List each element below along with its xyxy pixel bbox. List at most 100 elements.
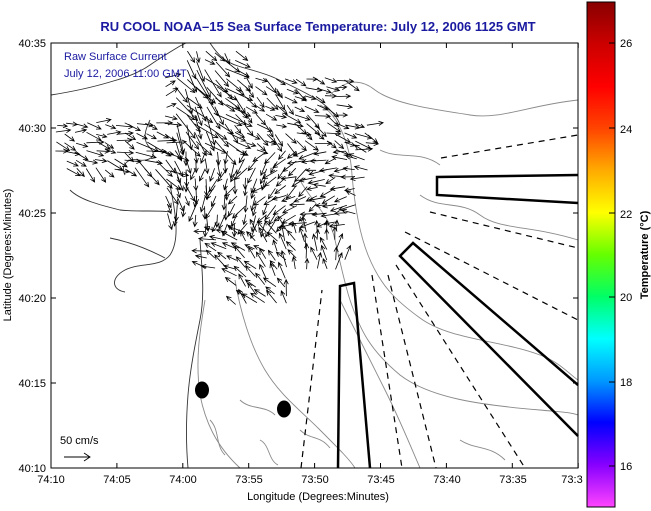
contour-line bbox=[234, 279, 356, 469]
current-arrow bbox=[260, 178, 266, 191]
current-arrow bbox=[250, 196, 256, 212]
current-arrow bbox=[227, 132, 247, 142]
current-arrow bbox=[223, 178, 228, 191]
current-arrow bbox=[234, 124, 242, 135]
current-arrow bbox=[166, 139, 188, 145]
current-arrow bbox=[95, 167, 107, 183]
current-arrow bbox=[315, 124, 327, 138]
current-arrow bbox=[307, 114, 320, 130]
current-arrow bbox=[57, 123, 69, 129]
current-arrow bbox=[184, 196, 190, 207]
current-arrow bbox=[277, 215, 288, 232]
current-arrow bbox=[235, 88, 245, 96]
current-arrow bbox=[305, 167, 317, 173]
current-arrow bbox=[255, 77, 268, 83]
current-arrow bbox=[335, 252, 343, 270]
current-arrow bbox=[176, 176, 184, 192]
current-arrow bbox=[104, 169, 115, 178]
current-arrow bbox=[250, 223, 257, 240]
current-arrow bbox=[225, 114, 253, 127]
current-arrow bbox=[124, 132, 137, 141]
current-arrow bbox=[258, 226, 268, 243]
current-arrow bbox=[315, 96, 326, 104]
current-arrow bbox=[117, 130, 134, 136]
x-axis-label: Longitude (Degrees:Minutes) bbox=[247, 491, 389, 503]
current-arrow bbox=[280, 290, 287, 304]
current-arrow bbox=[256, 133, 269, 147]
current-arrow bbox=[274, 134, 284, 147]
current-arrow bbox=[191, 248, 208, 254]
current-arrow bbox=[185, 185, 196, 202]
current-arrow bbox=[76, 123, 89, 129]
x-tick-labels: 74:10 74:05 74:00 73:55 73:50 73:45 73:4… bbox=[37, 474, 582, 486]
x-tick-label: 74:00 bbox=[169, 474, 197, 486]
current-arrow bbox=[267, 188, 276, 200]
current-arrow bbox=[316, 87, 332, 94]
current-arrow bbox=[249, 218, 257, 232]
current-arrow bbox=[166, 103, 177, 108]
current-arrow bbox=[322, 203, 338, 209]
coastline-segment bbox=[109, 237, 166, 259]
contour-line bbox=[319, 104, 579, 381]
current-arrow bbox=[301, 158, 317, 164]
current-arrow bbox=[344, 244, 352, 260]
beam-outline bbox=[398, 241, 579, 437]
colorbar-tick-label: 16 bbox=[620, 461, 632, 473]
current-arrow bbox=[311, 211, 327, 217]
x-tick-label: 73:50 bbox=[301, 474, 329, 486]
current-arrow bbox=[335, 149, 350, 156]
current-arrow bbox=[266, 97, 279, 111]
current-arrow bbox=[226, 255, 237, 261]
y-tick-label: 40:35 bbox=[18, 38, 46, 50]
current-arrow bbox=[277, 105, 288, 116]
current-arrow bbox=[245, 142, 257, 147]
current-arrow bbox=[55, 128, 72, 134]
current-arrow bbox=[214, 140, 237, 166]
colorbar-tick-label: 22 bbox=[620, 209, 632, 221]
current-arrow bbox=[193, 228, 206, 234]
y-axis-label: Latitude (Degrees:Minutes) bbox=[2, 189, 14, 322]
radar-beams bbox=[300, 134, 579, 469]
current-arrow bbox=[298, 152, 316, 160]
current-arrow bbox=[64, 133, 76, 142]
legend-line-1: Raw Surface Current bbox=[64, 51, 167, 63]
current-arrow bbox=[136, 122, 155, 128]
current-arrow bbox=[328, 223, 345, 229]
coastline bbox=[50, 42, 341, 469]
current-arrow bbox=[287, 122, 304, 128]
current-arrow bbox=[244, 96, 257, 109]
current-arrow bbox=[186, 60, 197, 80]
current-arrow bbox=[124, 140, 135, 150]
current-arrow bbox=[308, 196, 326, 203]
current-arrow bbox=[313, 150, 327, 156]
beam-dashed-lines bbox=[300, 134, 579, 469]
current-arrow bbox=[230, 169, 238, 183]
current-arrow bbox=[280, 223, 286, 241]
current-arrow bbox=[236, 149, 249, 156]
current-arrow bbox=[365, 140, 380, 146]
current-arrow bbox=[230, 242, 246, 251]
contour-line bbox=[419, 194, 579, 241]
current-arrow bbox=[194, 123, 219, 139]
current-arrow bbox=[245, 114, 253, 124]
current-arrow bbox=[272, 158, 286, 169]
colorbar-tick-marks bbox=[609, 42, 615, 467]
current-arrow bbox=[86, 150, 105, 157]
current-arrow bbox=[344, 154, 357, 160]
current-arrow bbox=[199, 195, 206, 213]
station-marker bbox=[277, 400, 291, 418]
current-arrow bbox=[315, 228, 320, 240]
y-tick-label: 40:15 bbox=[18, 378, 46, 390]
current-arrow bbox=[124, 122, 142, 132]
current-arrow bbox=[243, 185, 248, 197]
current-arrow bbox=[156, 120, 174, 126]
current-arrow bbox=[76, 168, 85, 178]
current-arrow bbox=[105, 124, 117, 130]
beam-dashed-line bbox=[440, 134, 579, 159]
current-arrow bbox=[280, 250, 287, 268]
current-arrow bbox=[165, 80, 176, 88]
current-arrow bbox=[315, 78, 326, 85]
current-arrow bbox=[75, 159, 87, 167]
current-arrow bbox=[221, 242, 237, 250]
